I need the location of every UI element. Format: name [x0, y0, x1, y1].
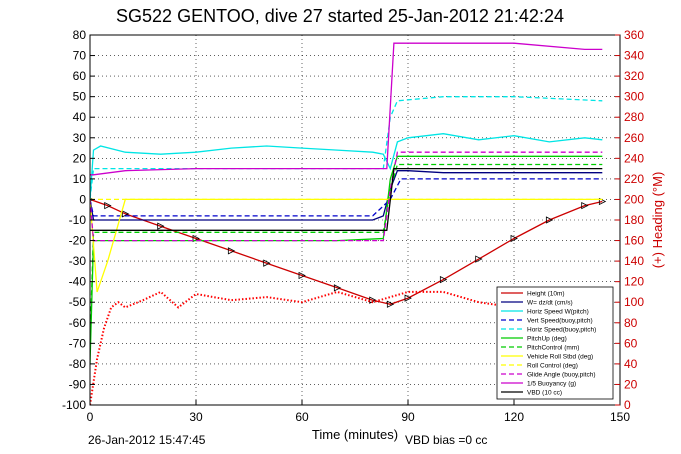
series-line-3 [90, 178, 603, 217]
series-point [581, 201, 589, 210]
y2-tick-label: 60 [624, 336, 638, 350]
series-point [439, 275, 448, 284]
y2-tick-label: 120 [624, 275, 644, 289]
x-axis: 0 30 60 90 120 150 [87, 400, 630, 424]
y-tick-label: -70 [69, 336, 87, 350]
series-point [598, 197, 607, 206]
y-tick-label: 30 [73, 131, 87, 145]
y-tick-label: 50 [73, 90, 87, 104]
y2-tick-label: 340 [624, 49, 644, 63]
legend-entry: Vehicle Roll Stbd (deg) [527, 353, 593, 360]
y2-tick-label: 300 [624, 90, 644, 104]
plot-area [90, 42, 607, 405]
x-tick-label: 0 [87, 410, 94, 424]
y2-tick-label: 40 [624, 357, 638, 371]
footer-date: 26-Jan-2012 15:47:45 [88, 433, 206, 447]
y-tick-label: -80 [69, 357, 87, 371]
legend-entry: 1/5 Buoyancy (g) [527, 380, 576, 387]
legend-entry: PitchUp (deg) [527, 335, 567, 342]
y2-tick-label: 180 [624, 213, 644, 227]
y-tick-label: 60 [73, 69, 87, 83]
series-line-1 [90, 170, 603, 221]
series-line-12 [90, 290, 603, 405]
x-tick-label: 150 [610, 410, 630, 424]
series-group [90, 42, 607, 405]
series-point [510, 234, 518, 243]
series-line-6 [90, 163, 603, 344]
y-tick-label: 40 [73, 110, 87, 124]
y2-tick-label: 0 [624, 398, 631, 412]
y-tick-label: -100 [62, 398, 86, 412]
y-tick-label: -30 [69, 254, 87, 268]
y2-tick-label: 80 [624, 316, 638, 330]
y-tick-label: 80 [73, 28, 87, 42]
legend: Height (10m) W= dz/dt (cm/s) Horiz Speed W… [496, 286, 614, 400]
footer-vbd-bias: VBD bias =0 cc [405, 433, 487, 447]
y2-tick-label: 20 [624, 377, 638, 391]
y2-tick-label: 220 [624, 172, 644, 186]
y2-tick-label: 160 [624, 234, 644, 248]
y-tick-label: -10 [69, 213, 87, 227]
y-tick-label: 70 [73, 49, 87, 63]
series-point [333, 284, 342, 292]
legend-box [496, 286, 614, 400]
y2-tick-label: 360 [624, 28, 644, 42]
series-point [227, 247, 236, 255]
y-tick-label: -20 [69, 234, 87, 248]
y-tick-label: -50 [69, 295, 87, 309]
y2-tick-label: 280 [624, 110, 644, 124]
series-line-7 [90, 198, 603, 293]
series-line-0 [90, 198, 603, 305]
y-axis-right: 0 20 40 60 80 100 120 140 160 180 200 220 240 260 280 3… [615, 28, 644, 412]
legend-entry: Roll Control (deg) [527, 362, 578, 369]
y-tick-label: 0 [79, 192, 86, 206]
y2-tick-label: 140 [624, 254, 644, 268]
series-line-2 [90, 133, 603, 200]
series-point [104, 201, 112, 210]
legend-entry: Horiz Speed(buoy,pitch) [527, 326, 596, 333]
x-tick-label: 60 [295, 410, 309, 424]
chart-title: SG522 GENTOO, dive 27 started 25-Jan-201… [116, 6, 564, 26]
y-tick-label: -40 [69, 275, 87, 289]
series-point [404, 294, 412, 302]
series-line-9 [90, 151, 603, 242]
series-point [298, 271, 306, 280]
y-tick-label: -90 [69, 377, 87, 391]
y-tick-label: -60 [69, 316, 87, 330]
series-line-11 [90, 167, 603, 231]
grid [90, 35, 620, 405]
y2-tick-label: 320 [624, 69, 644, 83]
series-line-10 [90, 42, 603, 176]
series-point [157, 222, 165, 230]
x-tick-label: 120 [504, 410, 524, 424]
legend-entry: Vert Speed(buoy,pitch) [527, 317, 593, 324]
y2-tick-label: 200 [624, 192, 644, 206]
series-point [386, 300, 395, 308]
x-axis-label: Time (minutes) [312, 427, 398, 442]
series-point [263, 259, 271, 267]
legend-entry: Height (10m) [527, 290, 565, 297]
legend-entry: Horiz Speed W(pitch) [527, 308, 589, 315]
legend-entry: W= dz/dt (cm/s) [527, 299, 573, 306]
x-tick-label: 30 [189, 410, 203, 424]
legend-entry: PitchControl (mm) [527, 344, 579, 351]
y2-tick-label: 240 [624, 151, 644, 165]
series-point [475, 255, 483, 263]
legend-entry: VBD (10 cc) [527, 389, 562, 396]
y-tick-label: 10 [73, 172, 87, 186]
y2-axis-label: (+) Heading (°M) [650, 172, 665, 269]
y-axis-left: -100-90-80-70-60-50-40-30-20-10010203040… [62, 28, 95, 412]
x-tick-label: 90 [401, 410, 415, 424]
series-point [545, 216, 554, 224]
y-tick-label: 20 [73, 151, 87, 165]
series-line-4 [90, 96, 603, 200]
y2-tick-label: 260 [624, 131, 644, 145]
y2-tick-label: 100 [624, 295, 644, 309]
legend-entry: Glide Angle (buoy,pitch) [527, 371, 596, 378]
